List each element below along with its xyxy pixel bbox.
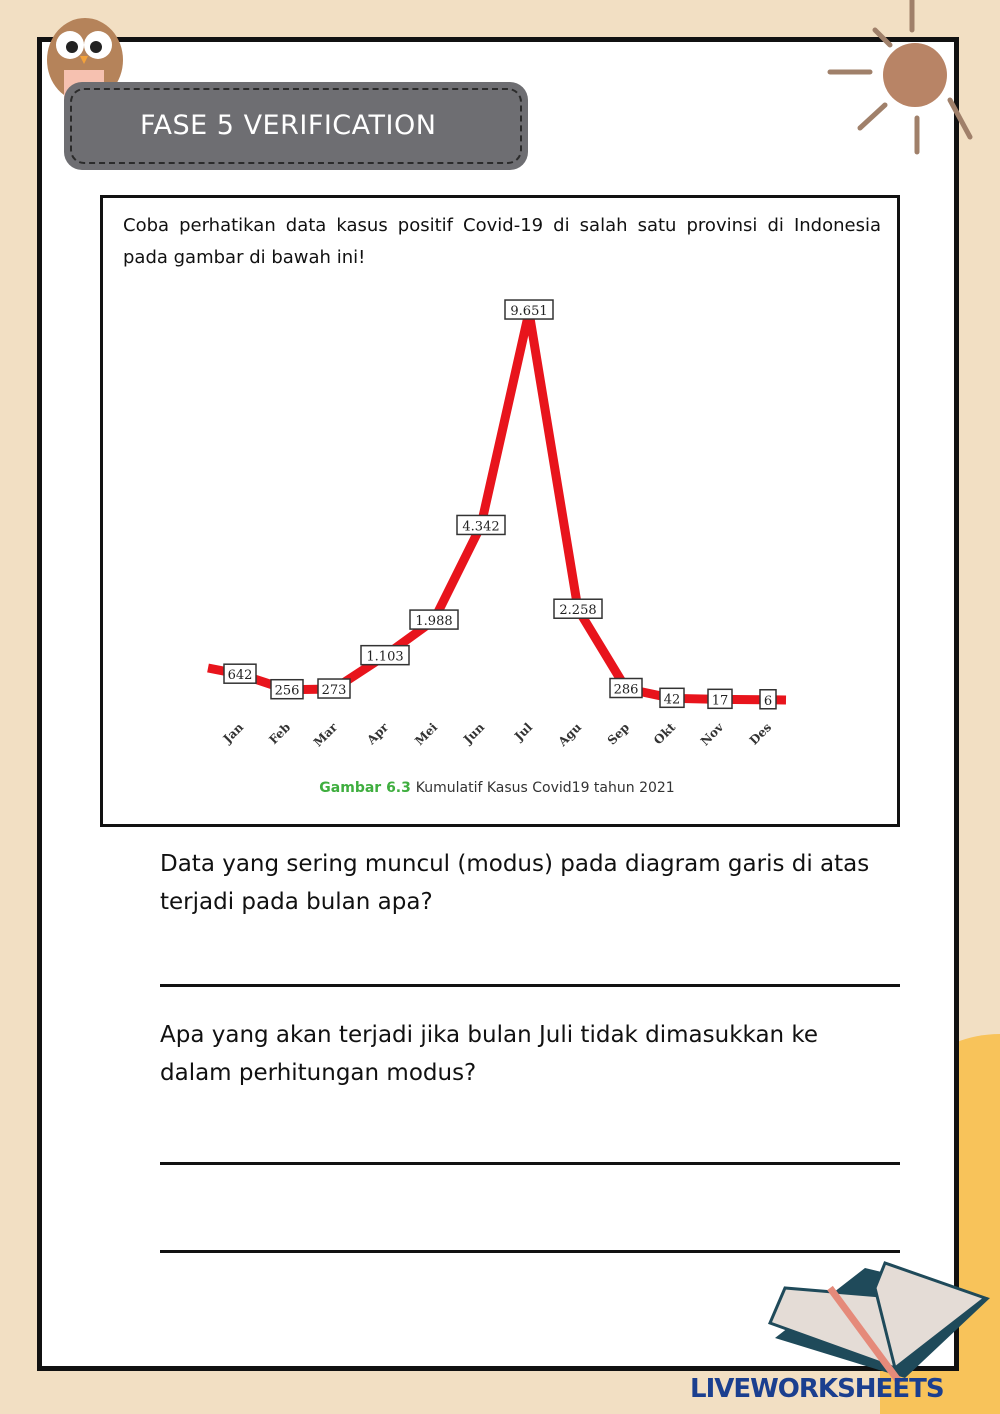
data-label: 1.103 (366, 650, 403, 665)
data-label-box (759, 689, 777, 710)
question-2: Apa yang akan terjadi jika bulan Juli ti… (160, 1022, 819, 1086)
chart-caption: Gambar 6.3 Kumulatif Kasus Covid19 tahun… (319, 780, 674, 796)
series-line (207, 311, 787, 705)
x-tick-label: Feb (266, 720, 293, 747)
x-tick-label: Jan (220, 720, 246, 746)
data-label-box (223, 663, 257, 684)
data-label: 2.258 (559, 603, 596, 618)
data-label-box (456, 514, 506, 536)
data-label: 6 (764, 694, 772, 709)
caption-label: Gambar 6.3 (319, 780, 415, 796)
chart-card: Coba perhatikan data kasus positif Covid… (100, 195, 900, 827)
intro-text: Coba perhatikan data kasus positif Covid… (123, 215, 881, 268)
x-tick-label: Okt (651, 720, 678, 747)
x-tick-label: Agu (555, 720, 584, 749)
question-1: Data yang sering muncul (modus) pada dia… (160, 851, 870, 915)
phase-banner: FASE 5 VERIFICATION (64, 82, 528, 170)
data-label: 4.342 (462, 519, 499, 534)
data-label-box (609, 677, 643, 699)
data-label: 17 (712, 693, 729, 708)
data-label-box (504, 299, 554, 320)
data-label: 1.988 (415, 614, 452, 629)
data-label: 9.651 (510, 304, 547, 319)
caption-text: Kumulatif Kasus Covid19 tahun 2021 (416, 780, 675, 796)
answer-line-3[interactable] (160, 1250, 900, 1253)
data-label: 42 (664, 692, 681, 707)
data-label-box (270, 678, 304, 700)
x-tick-label: Jun (460, 720, 487, 747)
x-tick-label: Des (747, 720, 775, 748)
data-label: 642 (228, 668, 253, 683)
book-icon (767, 1261, 990, 1386)
sun-icon (827, 0, 973, 155)
x-tick-label: Mar (311, 720, 341, 750)
line-chart: 642Jan256Feb273Mar1.103Apr1.988Mei4.342J… (207, 299, 787, 796)
x-tick-label: Apr (364, 720, 392, 748)
x-tick-label: Nov (698, 720, 727, 749)
answer-line-2[interactable] (160, 1162, 900, 1165)
answer-line-1[interactable] (160, 984, 900, 987)
x-tick-label: Sep (605, 720, 632, 747)
data-label-box (409, 609, 459, 630)
data-label: 256 (275, 684, 300, 699)
data-label-box (707, 688, 733, 710)
x-tick-label: Mei (412, 720, 440, 748)
data-label: 273 (322, 683, 347, 698)
data-label-box (553, 598, 603, 619)
data-label-box (317, 678, 351, 699)
x-tick-label: Jul (511, 720, 535, 744)
data-label: 286 (614, 683, 639, 698)
data-label-box (360, 644, 410, 666)
watermark: LIVEWORKSHEETS (690, 1374, 945, 1404)
data-label-box (659, 687, 685, 709)
